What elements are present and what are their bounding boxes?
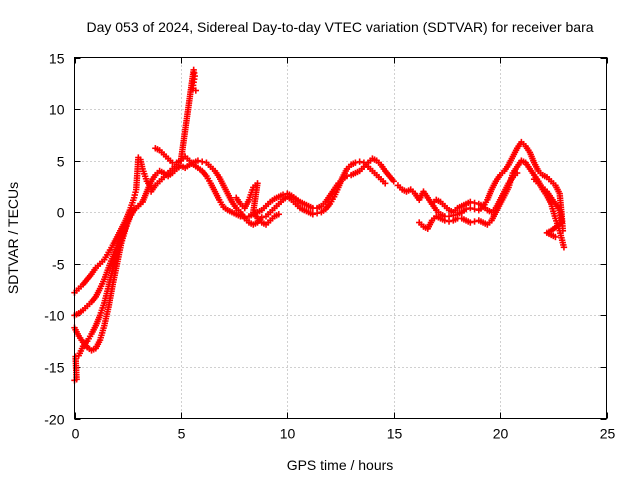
data-point bbox=[445, 218, 453, 225]
y-tick-label: 5 bbox=[57, 154, 65, 170]
data-point bbox=[390, 178, 397, 185]
data-point bbox=[381, 180, 389, 187]
data-point bbox=[279, 191, 287, 198]
data-point bbox=[513, 169, 521, 177]
data-point bbox=[356, 158, 363, 165]
x-tick-labels: 0 5 10 15 20 25 bbox=[72, 426, 616, 442]
x-tick-label: 25 bbox=[600, 426, 616, 442]
data-point bbox=[198, 158, 206, 165]
data-point bbox=[471, 218, 478, 225]
x-tick-label: 15 bbox=[387, 426, 403, 442]
data-point bbox=[237, 213, 244, 220]
y-tick-label: 15 bbox=[49, 51, 65, 67]
plot-frame bbox=[74, 57, 607, 419]
x-tick-label: 0 bbox=[72, 426, 80, 442]
y-tick-labels: -20 -15 -10 -5 0 5 10 15 bbox=[44, 51, 64, 428]
data-points bbox=[71, 66, 568, 384]
y-tick-label: -15 bbox=[44, 360, 64, 376]
chart-title: Day 053 of 2024, Sidereal Day-to-day VTE… bbox=[86, 19, 593, 35]
x-axis-label: GPS time / hours bbox=[287, 457, 394, 473]
data-point bbox=[441, 217, 448, 224]
data-point bbox=[352, 159, 359, 166]
axis-ticks bbox=[74, 57, 608, 420]
y-axis-label: SDTVAR / TECUs bbox=[5, 182, 21, 294]
data-point bbox=[560, 244, 568, 251]
data-point bbox=[194, 157, 202, 164]
data-point bbox=[192, 87, 199, 94]
data-point bbox=[471, 199, 478, 207]
y-tick-label: -20 bbox=[44, 412, 64, 428]
data-point bbox=[467, 219, 474, 226]
data-point bbox=[241, 214, 248, 221]
y-tick-label: -10 bbox=[44, 308, 64, 324]
x-tick-label: 20 bbox=[493, 426, 509, 442]
data-point bbox=[467, 204, 474, 212]
x-tick-label: 5 bbox=[178, 426, 186, 442]
data-point bbox=[130, 205, 138, 213]
y-tick-label: 0 bbox=[57, 205, 65, 221]
data-point bbox=[467, 198, 474, 206]
data-point bbox=[552, 233, 559, 241]
data-point bbox=[309, 211, 317, 218]
grid-lines bbox=[74, 57, 607, 419]
data-point bbox=[343, 172, 351, 180]
y-tick-label: 10 bbox=[49, 102, 65, 118]
x-tick-label: 10 bbox=[280, 426, 296, 442]
data-point bbox=[72, 353, 79, 360]
y-tick-label: -5 bbox=[52, 257, 65, 273]
data-point bbox=[471, 205, 478, 213]
data-point bbox=[275, 211, 282, 218]
